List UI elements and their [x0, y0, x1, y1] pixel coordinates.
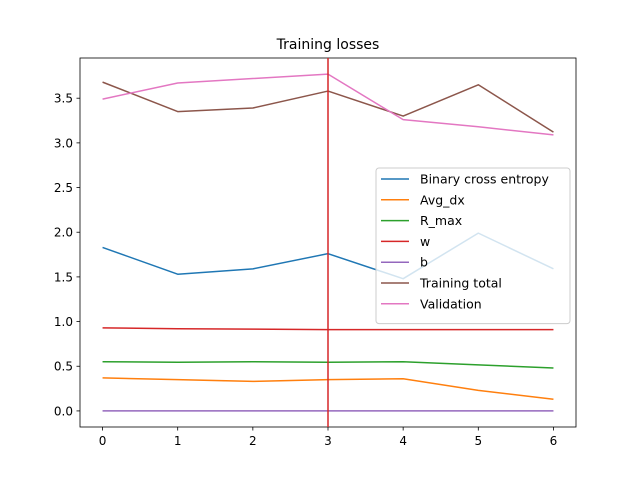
y-tick-label: 3.0	[54, 136, 73, 150]
x-tick-label: 5	[474, 434, 482, 448]
y-tick-label: 0.5	[54, 360, 73, 374]
legend-label: w	[420, 234, 430, 249]
chart-title: Training losses	[276, 37, 380, 53]
legend-box	[375, 167, 571, 325]
y-axis: 0.0 0.5 1.0 1.5 2.0 2.5 3.0 3.5	[54, 92, 80, 418]
legend-label: Binary cross entropy	[420, 172, 549, 187]
x-axis: 0 1 2 3 4 5 6	[99, 427, 558, 448]
legend-label: Training total	[419, 276, 502, 291]
y-tick-label: 3.5	[54, 92, 73, 106]
legend-label: R_max	[420, 213, 462, 228]
x-tick-label: 6	[550, 434, 558, 448]
y-tick-label: 1.0	[54, 315, 73, 329]
x-tick-label: 3	[324, 434, 332, 448]
x-tick-label: 0	[99, 434, 107, 448]
legend-label: b	[420, 255, 428, 270]
legend-label: Validation	[420, 296, 482, 311]
x-tick-label: 4	[399, 434, 407, 448]
x-tick-label: 1	[174, 434, 182, 448]
y-tick-label: 2.5	[54, 181, 73, 195]
y-tick-label: 0.0	[54, 404, 73, 418]
legend-label: Avg_dx	[420, 192, 465, 207]
y-tick-label: 2.0	[54, 226, 73, 240]
x-tick-label: 2	[249, 434, 257, 448]
y-tick-label: 1.5	[54, 270, 73, 284]
